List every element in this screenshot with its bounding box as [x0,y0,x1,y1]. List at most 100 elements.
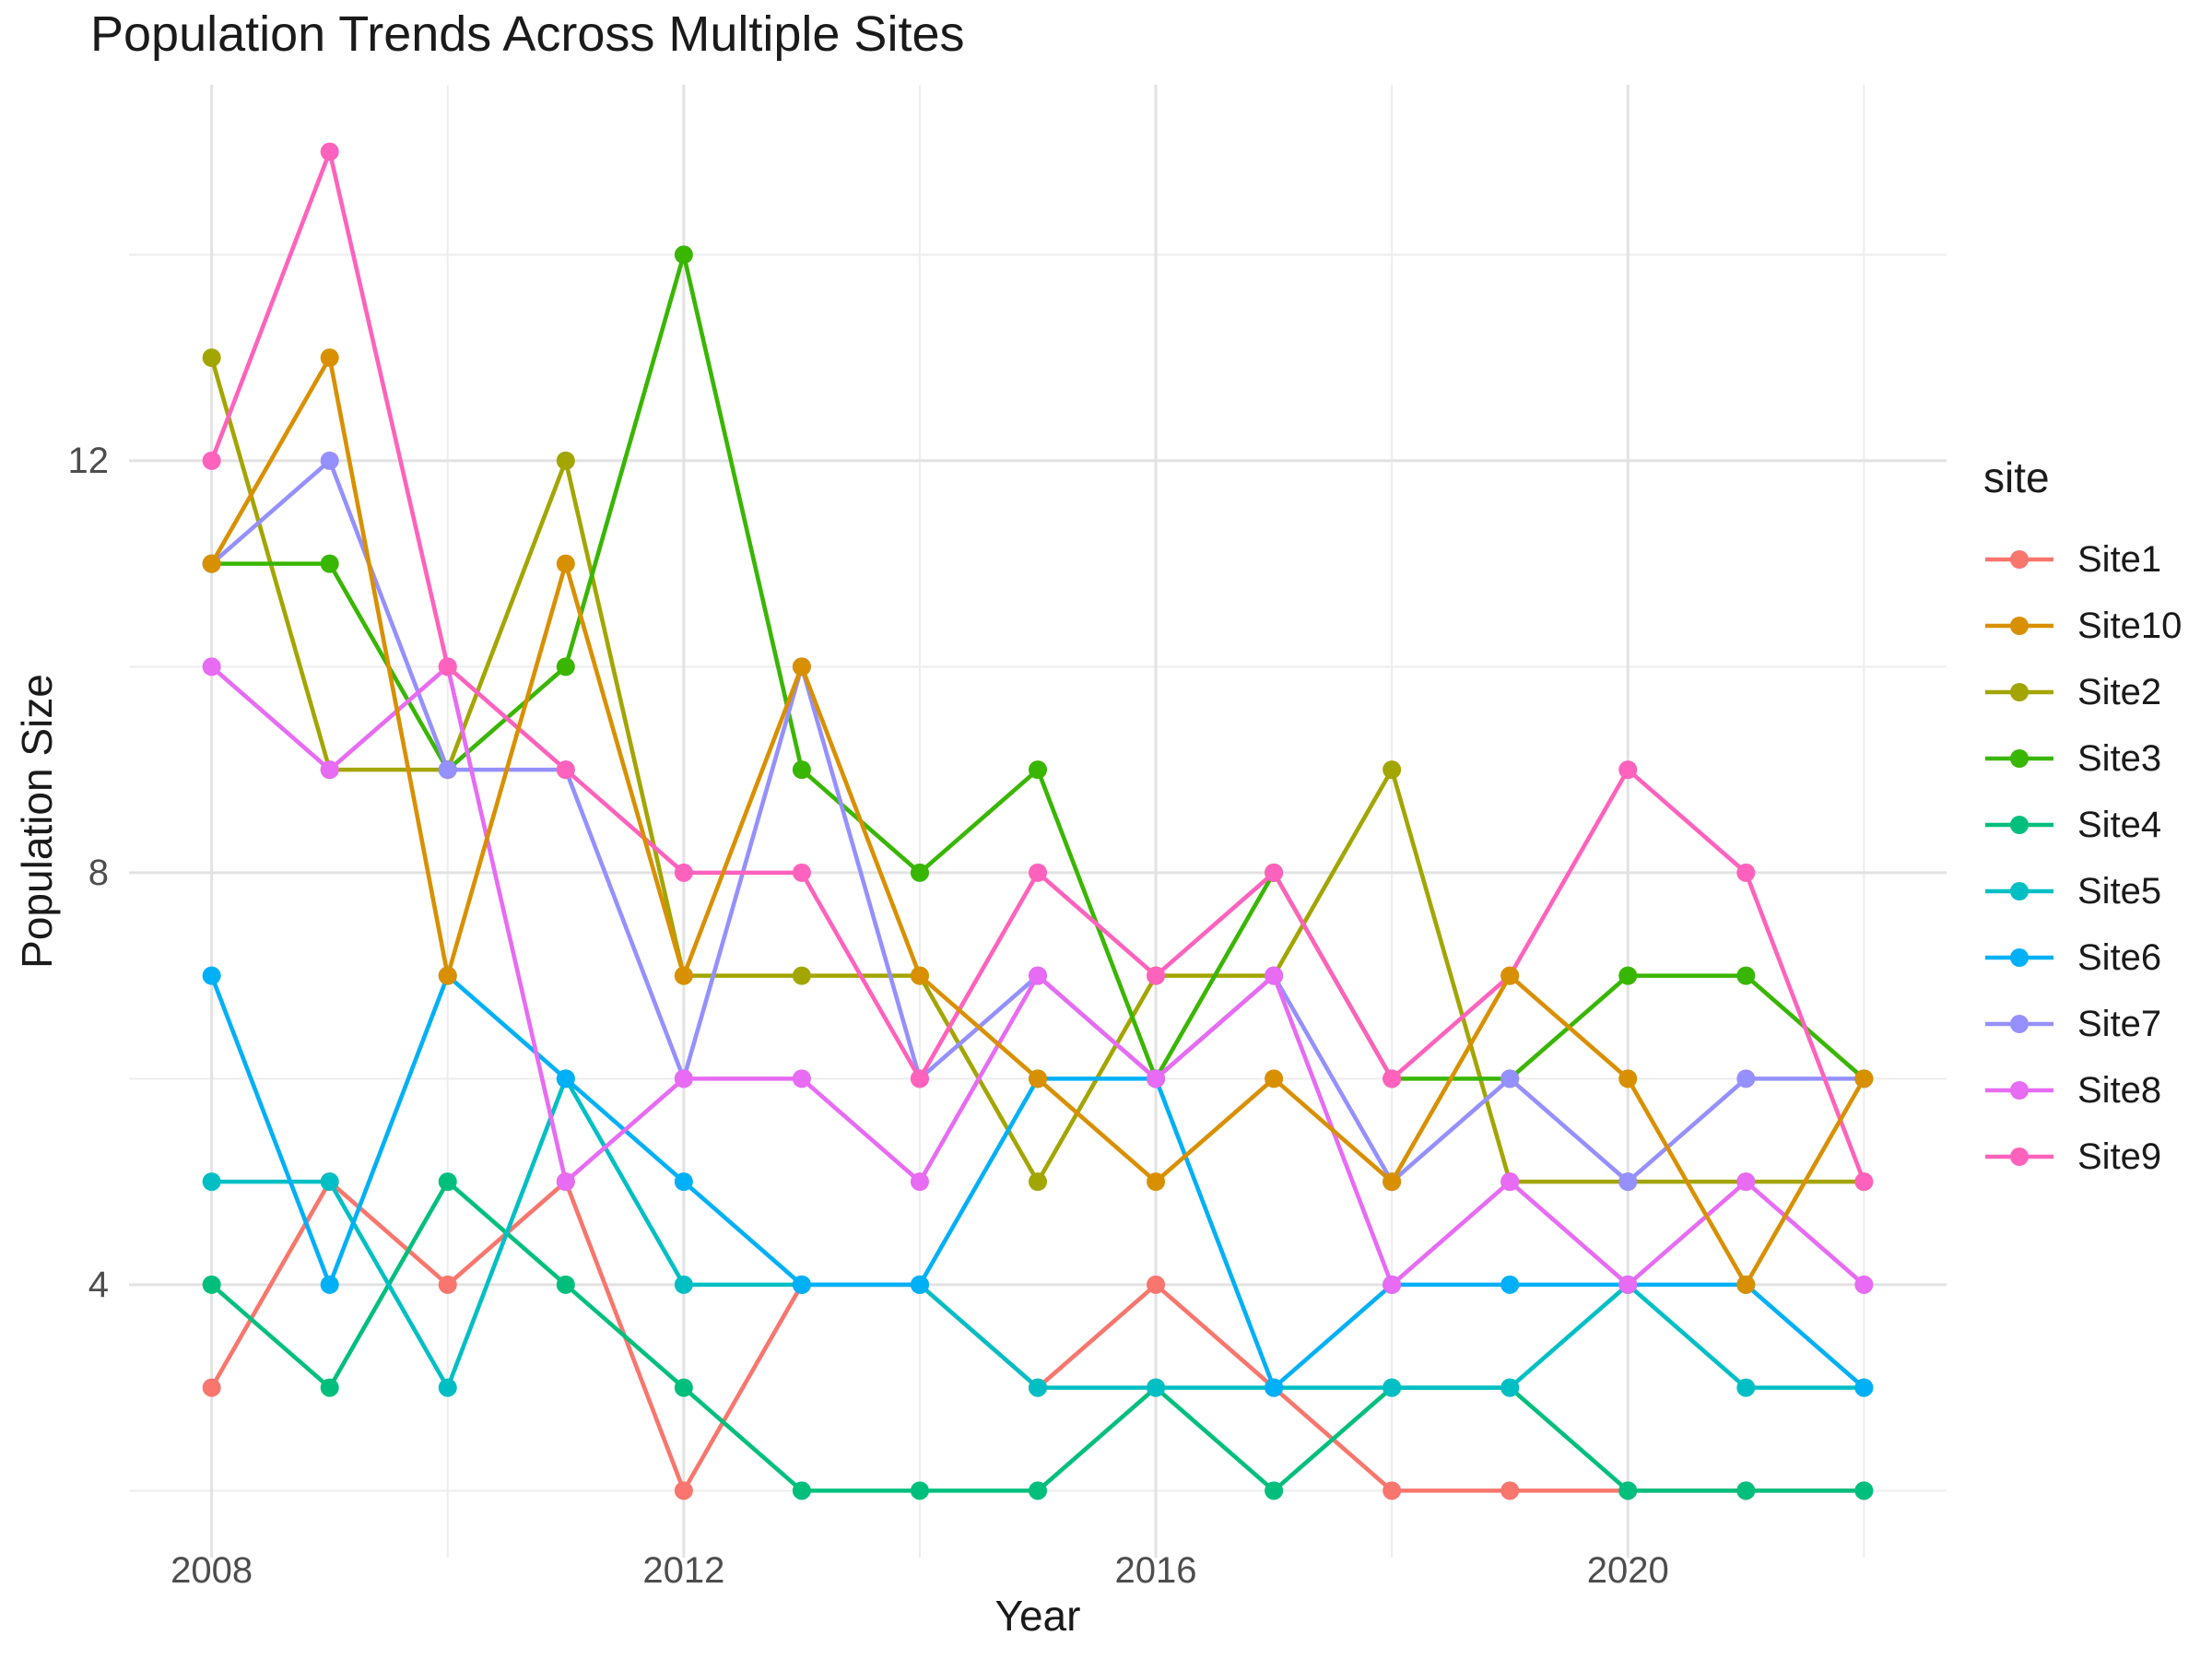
series-lines [209,149,1866,1493]
series-point-Site2-2015 [1029,1172,1047,1192]
series-line-Site1 [209,1179,1865,1493]
series-point-Site9-2015 [1029,863,1047,882]
series-point-Site4-2022 [1854,1481,1874,1500]
legend-key-point [2010,1147,2029,1166]
series-point-Site10-2021 [1736,1275,1756,1294]
legend-key-icon-Site10 [1985,617,2053,635]
series-point-Site10-2008 [202,554,221,573]
legend-row-Site10: Site10 [1983,593,2182,659]
legend-row-Site7: Site7 [1983,991,2182,1057]
legend-row-Site1: Site1 [1983,526,2182,593]
series-point-Site9-2018 [1382,1069,1402,1088]
legend-key-icon-Site1 [1985,550,2053,569]
legend: site Site1 Site10 Site2 Site3 Site4 Site5 Site… [1983,453,2182,1190]
series-line-Site4 [210,1179,1865,1493]
series-point-Site10-2009 [320,348,339,368]
series-point-Site1-2018 [1382,1481,1402,1500]
series-point-Site5-2008 [202,1172,221,1192]
series-point-Site10-2015 [1029,1069,1047,1088]
series-point-Site9-2020 [1618,760,1638,780]
series-point-Site10-2011 [556,554,575,573]
series-point-Site6-2008 [202,966,221,985]
series-point-Site5-2015 [1029,1378,1047,1397]
y-tick-label: 12 [67,440,110,481]
series-point-Site8-2012 [674,1069,693,1088]
series-point-Site3-2015 [1029,760,1047,780]
legend-row-Site4: Site4 [1983,792,2182,858]
series-point-Site4-2008 [202,1275,221,1294]
series-point-Site8-2008 [202,657,221,677]
legend-label: Site9 [2077,1135,2162,1177]
series-point-Site8-2014 [910,1172,929,1192]
series-point-Site3-2021 [1736,966,1756,985]
series-point-Site10-2017 [1265,1069,1284,1088]
series-point-Site6-2013 [792,1275,811,1294]
legend-label: Site2 [2077,671,2162,712]
series-line-Site5 [211,1077,1865,1390]
series-point-Site8-2020 [1618,1275,1638,1294]
series-point-Site5-2012 [674,1275,693,1294]
legend-key-point [2010,816,2029,834]
series-point-Site3-2014 [910,863,929,882]
legend-row-Site8: Site8 [1983,1057,2182,1124]
series-point-Site4-2014 [910,1481,929,1500]
series-point-Site1-2010 [438,1275,457,1294]
chart-title: Population Trends Across Multiple Sites [90,6,965,62]
series-point-Site9-2017 [1265,863,1284,882]
series-point-Site4-2015 [1029,1481,1047,1500]
series-point-Site9-2008 [202,451,221,470]
series-point-Site6-2017 [1265,1378,1284,1397]
legend-row-Site9: Site9 [1983,1124,2182,1190]
series-point-Site8-2011 [556,1172,575,1192]
series-point-Site9-2021 [1736,863,1756,882]
series-point-Site9-2009 [320,142,339,161]
series-point-Site10-2016 [1147,1172,1166,1192]
legend-key-icon-Site2 [1985,683,2053,701]
legend-key-icon-Site6 [1985,948,2053,967]
series-point-Site7-2010 [438,760,457,780]
legend-label: Site5 [2077,870,2162,912]
series-point-Site6-2022 [1854,1378,1874,1397]
series-point-Site2-2018 [1382,760,1402,780]
series-point-Site4-2020 [1618,1481,1638,1500]
series-point-Site10-2022 [1854,1069,1874,1088]
legend-key-point [2010,948,2029,967]
legend-key-point [2010,550,2029,569]
legend-label: Site10 [2077,605,2183,646]
series-line-Site10 [209,355,1866,1288]
series-point-Site10-2020 [1618,1069,1638,1088]
series-point-Site9-2011 [556,760,575,780]
series-point-Site9-2022 [1854,1172,1874,1192]
series-point-Site5-2021 [1736,1378,1756,1397]
legend-label: Site8 [2077,1069,2162,1111]
series-point-Site10-2012 [674,966,693,985]
legend-label: Site6 [2077,936,2162,978]
series-point-Site9-2014 [910,1069,929,1088]
legend-key-point [2010,1081,2029,1100]
legend-row-Site2: Site2 [1983,659,2182,725]
legend-title: site [1983,453,2050,501]
legend-key-icon-Site7 [1985,1015,2053,1033]
series-point-Site2-2008 [202,348,221,368]
series-point-Site7-2021 [1736,1069,1756,1088]
series-point-Site4-2012 [674,1378,693,1397]
x-tick-label: 2020 [1586,1550,1669,1591]
legend-label: Site4 [2077,804,2162,845]
legend-row-Site5: Site5 [1983,858,2182,924]
series-point-Site8-2021 [1736,1172,1756,1192]
series-point-Site1-2016 [1147,1275,1166,1294]
series-point-Site6-2019 [1500,1275,1520,1294]
series-point-Site4-2010 [438,1172,457,1192]
x-tick-label: 2012 [642,1550,725,1591]
legend-key-icon-Site4 [1985,816,2053,834]
series-point-Site1-2019 [1500,1481,1520,1500]
series-point-Site4-2017 [1265,1481,1284,1500]
series-point-Site3-2020 [1618,966,1638,985]
series-point-Site5-2010 [438,1378,457,1397]
series-point-Site4-2009 [320,1378,339,1397]
y-axis-title: Population Size [13,674,61,969]
series-point-Site4-2011 [556,1275,575,1294]
series-point-Site3-2013 [792,760,811,780]
